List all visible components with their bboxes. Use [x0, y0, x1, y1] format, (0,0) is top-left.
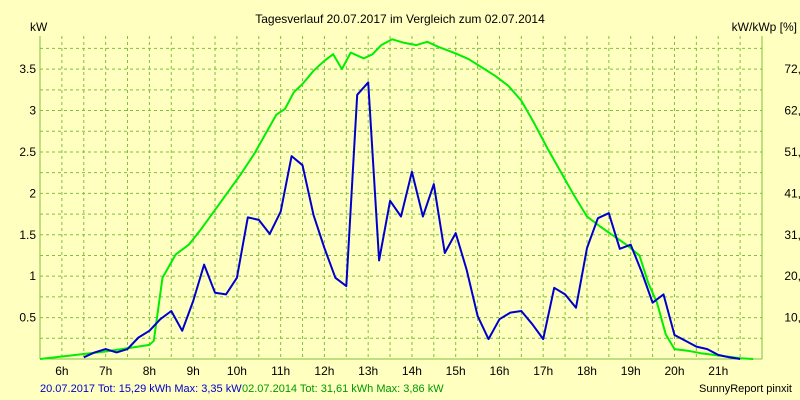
y-tick-label-right: 20,7 [784, 269, 800, 283]
axes: 0.5 1 1.5 2 2.5 3 3.5 10,3 20,7 31,0 41,3 51,7 62,0 7… [19, 36, 800, 378]
footer-brand: SunnyReport pinxit [699, 383, 792, 395]
y-tick-label-left: 1.5 [19, 228, 36, 242]
y-tick-label-left: 3.5 [19, 62, 36, 76]
x-tick-label: 15h [446, 364, 466, 378]
series-group [39, 38, 754, 360]
x-tick-label: 7h [99, 364, 112, 378]
x-tick-label: 11h [271, 364, 290, 378]
chart-title: Tagesverlauf 20.07.2017 im Vergleich zum… [255, 12, 545, 26]
y-tick-label-right: 31,0 [784, 228, 800, 242]
footer-series-2014: 02.07.2014 Tot: 31,61 kWh Max: 3,86 kW [242, 383, 444, 395]
series-line-02.07.2014 [39, 38, 754, 360]
footer-series-2017: 20.07.2017 Tot: 15,29 kWh Max: 3,35 kW [40, 383, 242, 395]
x-tick-label: 21h [708, 364, 728, 378]
x-tick-label: 20h [664, 364, 684, 378]
y-tick-label-left: 0.5 [19, 311, 36, 325]
y-tick-label-right: 41,3 [784, 186, 800, 200]
x-tick-label: 18h [577, 364, 597, 378]
x-tick-label: 13h [358, 364, 378, 378]
grid [40, 36, 762, 359]
y-tick-label-right: 72,3 [784, 62, 800, 76]
y-tick-label-left: 3 [29, 104, 36, 118]
y-axis-label-left: kW [30, 20, 48, 34]
x-tick-label: 9h [186, 364, 199, 378]
y-tick-label-right: 62,0 [784, 104, 800, 118]
x-tick-label: 12h [314, 364, 334, 378]
y-tick-label-left: 2.5 [19, 145, 36, 159]
x-tick-label: 6h [55, 364, 68, 378]
y-tick-label-left: 2 [29, 186, 36, 200]
x-tick-label: 17h [533, 364, 553, 378]
x-tick-label: 16h [489, 364, 509, 378]
y-tick-label-right: 10,3 [784, 311, 800, 325]
x-tick-label: 19h [621, 364, 641, 378]
y-axis-label-right: kW/kWp [%] [732, 20, 797, 34]
y-tick-label-right: 51,7 [784, 145, 800, 159]
x-tick-label: 8h [143, 364, 156, 378]
series-line-20.07.2017 [83, 81, 741, 360]
x-tick-label: 10h [227, 364, 247, 378]
x-tick-label: 14h [402, 364, 422, 378]
y-tick-label-left: 1 [29, 269, 36, 283]
